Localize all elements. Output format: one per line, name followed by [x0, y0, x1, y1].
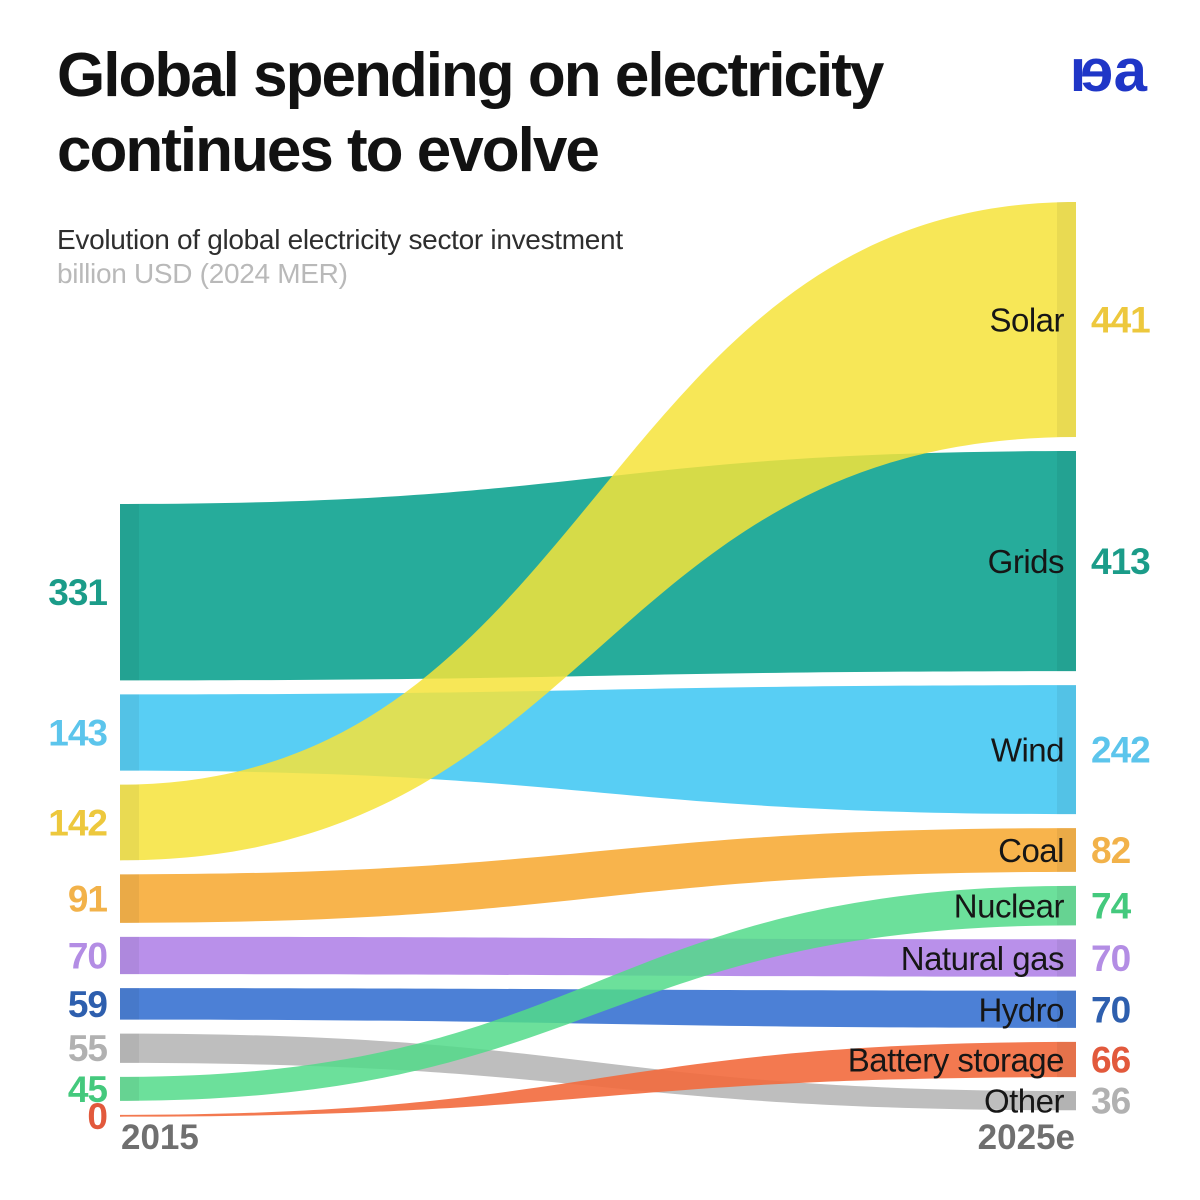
band-cap-right-battery-storage — [1057, 1041, 1076, 1078]
band-cap-right-solar — [1057, 202, 1076, 438]
chart-subtitle: Evolution of global electricity sector i… — [57, 224, 623, 255]
category-label-other: Other — [984, 1083, 1065, 1120]
band-cap-right-grids — [1057, 451, 1076, 672]
band-cap-left-natural-gas — [120, 936, 139, 975]
band-other — [120, 1033, 1076, 1111]
band-wind — [120, 685, 1076, 815]
page-title-line2: continues to evolve — [57, 116, 600, 185]
right-value-wind: 242 — [1091, 730, 1150, 771]
category-label-solar: Solar — [989, 302, 1064, 339]
right-value-solar: 441 — [1091, 300, 1150, 341]
logo-letter-i: ı — [1069, 37, 1087, 104]
band-solar — [120, 202, 1076, 861]
band-nuclear — [120, 885, 1076, 1101]
band-cap-right-coal — [1057, 828, 1076, 872]
iea-logo: ıea — [1069, 36, 1147, 105]
band-cap-right-other — [1057, 1091, 1076, 1111]
band-coal — [120, 828, 1076, 923]
left-value-hydro: 59 — [68, 984, 108, 1025]
left-value-other: 55 — [68, 1028, 108, 1069]
band-cap-left-wind — [120, 694, 139, 771]
left-value-natural-gas: 70 — [68, 935, 108, 976]
right-value-grids: 413 — [1091, 541, 1150, 582]
axis-label-right-year: 2025e — [978, 1118, 1075, 1157]
band-battery-storage — [120, 1041, 1076, 1117]
page-title-line1: Global spending on electricity — [57, 41, 884, 110]
left-value-coal: 91 — [68, 879, 108, 920]
right-value-other: 36 — [1091, 1081, 1131, 1122]
band-natural-gas — [120, 936, 1076, 977]
band-cap-left-other — [120, 1033, 139, 1063]
left-value-wind: 143 — [48, 713, 107, 754]
band-cap-right-hydro — [1057, 990, 1076, 1028]
band-cap-right-nuclear — [1057, 885, 1076, 926]
band-cap-left-coal — [120, 874, 139, 923]
band-cap-left-grids — [120, 504, 139, 681]
category-label-hydro: Hydro — [978, 991, 1064, 1028]
left-value-battery-storage: 0 — [87, 1096, 107, 1137]
band-cap-left-solar — [120, 784, 139, 861]
axis-label-left-year: 2015 — [121, 1118, 199, 1157]
left-value-grids: 331 — [48, 572, 107, 613]
left-value-nuclear: 45 — [68, 1069, 108, 1110]
right-value-battery-storage: 66 — [1091, 1040, 1131, 1081]
right-value-hydro: 70 — [1091, 989, 1131, 1030]
page-title: Global spending on electricity continues… — [57, 38, 884, 188]
right-value-coal: 82 — [1091, 830, 1131, 871]
right-value-natural-gas: 70 — [1091, 938, 1131, 979]
band-cap-left-nuclear — [120, 1076, 139, 1101]
band-cap-left-hydro — [120, 988, 139, 1020]
category-label-wind: Wind — [991, 732, 1064, 769]
category-label-natural-gas: Natural gas — [901, 940, 1064, 977]
left-value-solar: 142 — [48, 802, 107, 843]
band-cap-right-natural-gas — [1057, 939, 1076, 977]
category-label-nuclear: Nuclear — [954, 888, 1065, 925]
category-label-grids: Grids — [988, 543, 1064, 580]
category-label-coal: Coal — [998, 832, 1064, 869]
category-label-battery-storage: Battery storage — [848, 1042, 1064, 1079]
band-cap-right-wind — [1057, 685, 1076, 815]
chart-unit-note: billion USD (2024 MER) — [57, 258, 348, 289]
logo-letter-a: a — [1113, 37, 1147, 104]
right-value-nuclear: 74 — [1091, 886, 1132, 927]
